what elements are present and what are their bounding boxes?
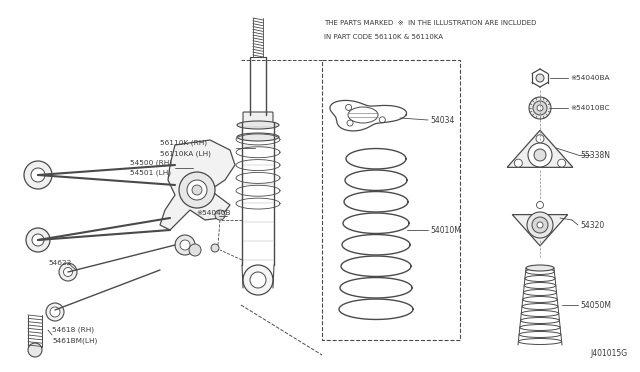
- FancyBboxPatch shape: [243, 112, 273, 124]
- Circle shape: [46, 303, 64, 321]
- Text: ※54040B: ※54040B: [196, 210, 230, 216]
- Text: J401015G: J401015G: [591, 349, 628, 358]
- Polygon shape: [160, 140, 235, 230]
- Text: 54618 (RH): 54618 (RH): [52, 327, 94, 333]
- Text: 56110KA (LH): 56110KA (LH): [160, 151, 211, 157]
- Circle shape: [515, 159, 522, 167]
- Text: ※54040BA: ※54040BA: [570, 75, 609, 81]
- Circle shape: [31, 168, 45, 182]
- Circle shape: [24, 161, 52, 189]
- Circle shape: [250, 272, 266, 288]
- Text: 54320: 54320: [580, 221, 604, 230]
- Circle shape: [380, 117, 385, 123]
- Text: 55338N: 55338N: [580, 151, 610, 160]
- Circle shape: [187, 180, 207, 200]
- Ellipse shape: [237, 121, 279, 129]
- Circle shape: [243, 265, 273, 295]
- Circle shape: [28, 343, 42, 357]
- Text: THE PARTS MARKED  ※  IN THE ILLUSTRATION ARE INCLUDED: THE PARTS MARKED ※ IN THE ILLUSTRATION A…: [324, 20, 536, 26]
- Circle shape: [175, 235, 195, 255]
- Circle shape: [215, 210, 225, 220]
- Polygon shape: [507, 130, 573, 167]
- Circle shape: [192, 185, 202, 195]
- Circle shape: [32, 234, 44, 246]
- Text: 54010M: 54010M: [430, 225, 461, 234]
- Text: 54500 (RH): 54500 (RH): [130, 160, 172, 166]
- Ellipse shape: [526, 265, 554, 271]
- Text: 5461BM(LH): 5461BM(LH): [52, 338, 97, 344]
- Circle shape: [50, 307, 60, 317]
- Circle shape: [189, 244, 201, 256]
- Circle shape: [63, 267, 72, 276]
- Circle shape: [180, 240, 190, 250]
- Text: 56110K (RH): 56110K (RH): [160, 140, 207, 146]
- Bar: [322, 60, 460, 340]
- Circle shape: [537, 222, 543, 228]
- Circle shape: [211, 244, 219, 252]
- Text: ※54010BC: ※54010BC: [570, 105, 609, 111]
- Ellipse shape: [237, 133, 279, 141]
- Circle shape: [527, 212, 553, 238]
- Circle shape: [536, 74, 544, 82]
- Circle shape: [536, 135, 544, 143]
- Circle shape: [26, 228, 50, 252]
- Circle shape: [179, 172, 215, 208]
- Text: 54050M: 54050M: [580, 301, 611, 310]
- Text: IN PART CODE 56110K & 56110KA: IN PART CODE 56110K & 56110KA: [324, 34, 443, 40]
- Text: 54501 (LH): 54501 (LH): [130, 170, 171, 176]
- Circle shape: [532, 217, 548, 233]
- Circle shape: [557, 159, 566, 167]
- Text: 54034: 54034: [430, 115, 454, 125]
- Circle shape: [59, 263, 77, 281]
- Circle shape: [533, 101, 547, 115]
- Circle shape: [528, 143, 552, 167]
- Circle shape: [534, 149, 546, 161]
- Circle shape: [346, 105, 351, 110]
- Circle shape: [529, 97, 551, 119]
- Polygon shape: [512, 215, 568, 246]
- Circle shape: [347, 120, 353, 126]
- Circle shape: [536, 202, 543, 208]
- Circle shape: [537, 105, 543, 111]
- Text: 54622: 54622: [48, 260, 72, 266]
